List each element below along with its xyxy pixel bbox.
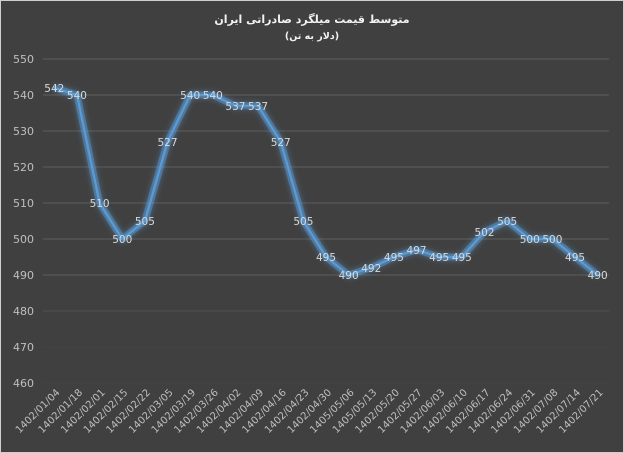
data-label: 537 (225, 101, 245, 113)
y-tick-label: 530 (13, 125, 34, 138)
data-label: 497 (407, 245, 427, 257)
data-label: 527 (157, 137, 177, 149)
data-label: 495 (316, 252, 336, 264)
y-tick-label: 500 (13, 233, 34, 246)
data-label: 542 (44, 83, 64, 95)
data-label: 537 (248, 101, 268, 113)
y-tick-label: 490 (13, 269, 34, 282)
data-label: 500 (520, 234, 540, 246)
series-line (53, 84, 600, 279)
data-label: 502 (474, 227, 494, 239)
data-label: 490 (588, 270, 608, 282)
chart-title: متوسط قیمت میلگرد صادراتی ایران (214, 13, 410, 26)
grid-lines (42, 58, 610, 384)
data-label: 505 (293, 216, 313, 228)
price-line (53, 86, 599, 277)
data-label: 527 (271, 137, 291, 149)
data-label: 505 (497, 216, 517, 228)
chart-subtitle: (دلار به تن) (284, 31, 340, 42)
y-tick-label: 550 (13, 53, 34, 66)
data-label: 540 (203, 90, 223, 102)
y-tick-label: 510 (13, 197, 34, 210)
data-label: 500 (542, 234, 562, 246)
data-label: 495 (452, 252, 472, 264)
y-tick-label: 540 (13, 89, 34, 102)
y-tick-label: 520 (13, 161, 34, 174)
y-tick-label: 470 (13, 341, 34, 354)
data-label: 505 (135, 216, 155, 228)
data-label: 495 (429, 252, 449, 264)
data-label: 500 (112, 234, 132, 246)
data-label: 495 (384, 252, 404, 264)
data-label: 540 (67, 90, 87, 102)
y-tick-label: 460 (13, 377, 34, 390)
data-label: 495 (565, 252, 585, 264)
data-label: 492 (361, 263, 381, 275)
y-tick-label: 480 (13, 305, 34, 318)
x-axis: 1402/01/041402/01/181402/02/011402/02/15… (14, 387, 606, 436)
data-label: 510 (90, 198, 110, 210)
data-label: 540 (180, 90, 200, 102)
data-label: 490 (339, 270, 359, 282)
y-axis: 460 470 480 490 500 510 520 530 540 550 (13, 53, 34, 390)
